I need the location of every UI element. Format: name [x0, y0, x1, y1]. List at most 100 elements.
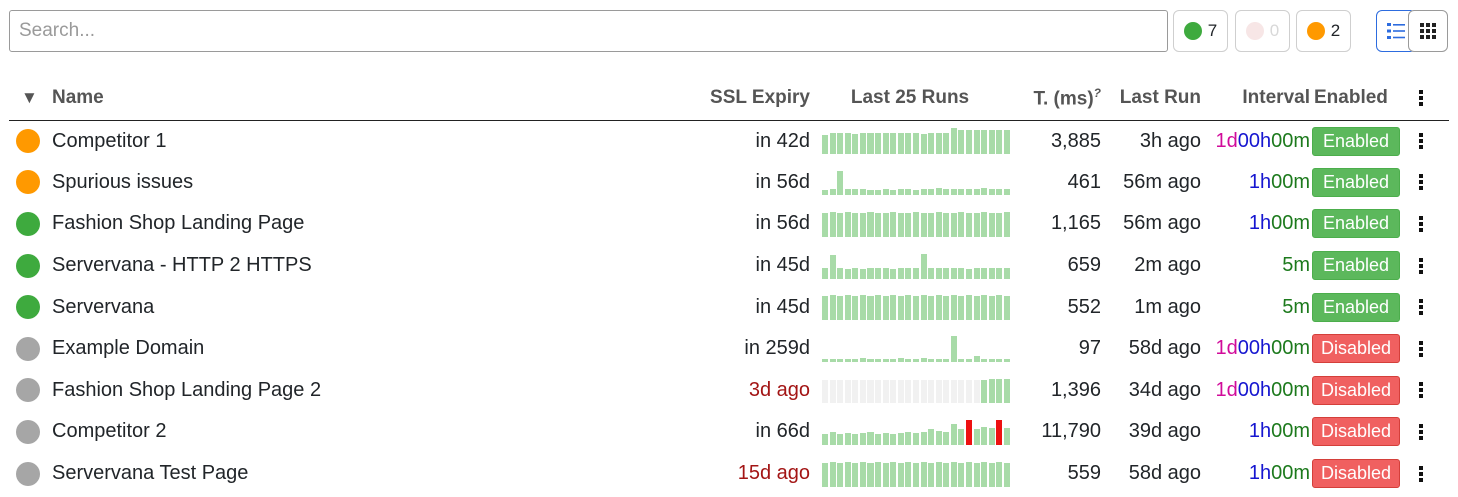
run-bar-ok[interactable] — [958, 267, 965, 279]
run-bar-ok[interactable] — [829, 432, 836, 445]
run-bar-fail[interactable] — [996, 420, 1003, 445]
run-bar-ok[interactable] — [928, 267, 935, 279]
run-bar-ok[interactable] — [882, 359, 889, 362]
run-bar-ok[interactable] — [935, 358, 942, 362]
grid-view-button[interactable] — [1408, 10, 1448, 52]
run-bar-ok[interactable] — [988, 428, 995, 445]
run-bar-ok[interactable] — [988, 358, 995, 362]
run-bar-ok[interactable] — [852, 296, 859, 321]
run-bar-ok[interactable] — [882, 296, 889, 321]
run-bar-ok[interactable] — [996, 295, 1003, 321]
run-bar-ok[interactable] — [897, 189, 904, 196]
run-bar-ok[interactable] — [935, 132, 942, 155]
run-bar-ok[interactable] — [844, 268, 851, 279]
run-bar-none[interactable] — [859, 379, 866, 404]
run-bar-ok[interactable] — [935, 430, 942, 445]
run-bar-ok[interactable] — [996, 359, 1003, 362]
run-bar-ok[interactable] — [1003, 428, 1010, 445]
run-bar-ok[interactable] — [920, 189, 927, 196]
monitor-name[interactable]: Spurious issues — [52, 170, 194, 193]
run-bar-ok[interactable] — [981, 188, 988, 196]
run-bar-ok[interactable] — [852, 213, 859, 237]
table-row[interactable]: Fashion Shop Landing Page in 56d 1,165 56m … — [9, 203, 1449, 245]
run-bar-ok[interactable] — [996, 268, 1003, 279]
row-menu[interactable] — [1410, 203, 1449, 245]
run-bar-none[interactable] — [875, 379, 882, 404]
run-bar-ok[interactable] — [958, 359, 965, 362]
enabled-toggle[interactable]: Enabled — [1312, 167, 1400, 197]
run-bar-ok[interactable] — [837, 296, 844, 321]
run-bar-ok[interactable] — [912, 296, 920, 321]
run-bar-ok[interactable] — [837, 462, 844, 487]
run-bar-ok[interactable] — [822, 134, 829, 155]
run-bar-ok[interactable] — [950, 268, 957, 279]
run-bar-ok[interactable] — [981, 359, 988, 362]
run-bar-ok[interactable] — [844, 212, 851, 237]
run-bar-ok[interactable] — [890, 189, 897, 196]
run-bar-none[interactable] — [950, 379, 957, 404]
run-bar-ok[interactable] — [920, 213, 927, 237]
run-bar-none[interactable] — [882, 379, 889, 404]
disabled-toggle[interactable]: Disabled — [1312, 417, 1400, 447]
run-bar-none[interactable] — [897, 379, 904, 404]
run-bar-none[interactable] — [958, 379, 965, 404]
run-bar-ok[interactable] — [973, 213, 980, 237]
run-bar-none[interactable] — [905, 379, 912, 404]
run-bar-ok[interactable] — [890, 133, 897, 155]
run-bar-ok[interactable] — [943, 296, 950, 321]
run-bar-ok[interactable] — [973, 130, 980, 155]
run-bar-ok[interactable] — [905, 132, 912, 155]
run-bar-ok[interactable] — [981, 295, 988, 321]
run-bar-ok[interactable] — [890, 461, 897, 487]
column-enabled[interactable]: Enabled — [1310, 77, 1410, 121]
run-bar-ok[interactable] — [988, 379, 995, 404]
run-bar-none[interactable] — [844, 379, 851, 404]
run-bar-ok[interactable] — [943, 359, 950, 362]
run-bar-ok[interactable] — [852, 434, 859, 445]
run-bar-ok[interactable] — [958, 462, 965, 487]
run-bar-ok[interactable] — [882, 462, 889, 487]
run-bar-ok[interactable] — [965, 268, 973, 279]
run-bar-ok[interactable] — [859, 295, 866, 321]
table-row[interactable]: Servervana Test Page 15d ago 559 58d ago 1h0… — [9, 453, 1449, 495]
run-bar-ok[interactable] — [875, 461, 882, 487]
run-bar-ok[interactable] — [882, 433, 889, 445]
run-bar-ok[interactable] — [867, 189, 874, 196]
run-bar-ok[interactable] — [950, 295, 957, 321]
run-bar-ok[interactable] — [822, 296, 829, 321]
row-menu[interactable] — [1410, 411, 1449, 453]
run-bar-ok[interactable] — [920, 295, 927, 321]
run-bar-ok[interactable] — [905, 213, 912, 237]
run-bar-ok[interactable] — [912, 133, 920, 155]
run-bar-ok[interactable] — [905, 189, 912, 196]
run-bar-ok[interactable] — [822, 434, 829, 445]
run-bar-ok[interactable] — [829, 133, 836, 155]
run-bar-ok[interactable] — [837, 267, 844, 279]
run-bar-ok[interactable] — [996, 461, 1003, 487]
run-bar-none[interactable] — [837, 379, 844, 404]
run-bar-ok[interactable] — [882, 189, 889, 196]
run-bar-ok[interactable] — [981, 130, 988, 155]
run-bar-ok[interactable] — [912, 189, 920, 196]
column-name[interactable]: Name — [52, 77, 698, 121]
row-menu[interactable] — [1410, 286, 1449, 328]
disabled-toggle[interactable]: Disabled — [1312, 334, 1400, 364]
run-bar-ok[interactable] — [897, 133, 904, 155]
table-row[interactable]: Spurious issues in 56d 461 56m ago 1h00m Enab… — [9, 162, 1449, 204]
table-row[interactable]: Servervana - HTTP 2 HTTPS in 45d 659 2m ago… — [9, 245, 1449, 287]
run-bar-ok[interactable] — [859, 268, 866, 279]
run-bar-ok[interactable] — [950, 424, 957, 445]
run-bar-none[interactable] — [829, 379, 836, 404]
run-bar-ok[interactable] — [897, 296, 904, 321]
run-bar-ok[interactable] — [965, 213, 973, 237]
run-bar-ok[interactable] — [981, 426, 988, 445]
run-bar-ok[interactable] — [875, 267, 882, 279]
run-bar-ok[interactable] — [950, 213, 957, 237]
run-bar-ok[interactable] — [867, 296, 874, 321]
run-bar-ok[interactable] — [935, 212, 942, 237]
run-bar-ok[interactable] — [859, 133, 866, 155]
run-bar-ok[interactable] — [852, 462, 859, 487]
run-bar-ok[interactable] — [988, 189, 995, 196]
run-bar-ok[interactable] — [822, 359, 829, 362]
filter-warning-button[interactable]: 2 — [1296, 10, 1351, 52]
